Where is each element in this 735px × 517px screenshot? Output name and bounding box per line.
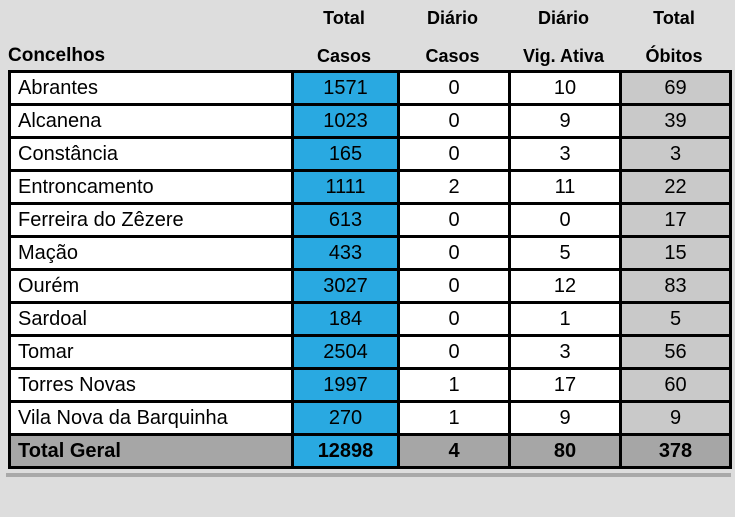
total-casos-cell: 1111 xyxy=(291,169,400,205)
concelho-cell: Ferreira do Zêzere xyxy=(8,202,294,238)
total-casos-cell: 1023 xyxy=(291,103,400,139)
total-obitos-cell: 22 xyxy=(619,169,732,205)
header-line2: Vig. Ativa xyxy=(522,46,605,67)
table-row: Vila Nova da Barquinha 270 1 9 9 xyxy=(8,400,732,436)
diario-vig-ativa-cell: 3 xyxy=(508,136,622,172)
table-row: Entroncamento 1111 2 11 22 xyxy=(8,169,732,205)
table-row: Ferreira do Zêzere 613 0 0 17 xyxy=(8,202,732,238)
total-obitos-cell: 17 xyxy=(619,202,732,238)
total-obitos-cell: 83 xyxy=(619,268,732,304)
diario-vig-ativa-sum-cell: 80 xyxy=(508,433,622,469)
diario-casos-cell: 1 xyxy=(397,367,511,403)
diario-casos-cell: 2 xyxy=(397,169,511,205)
concelho-cell: Vila Nova da Barquinha xyxy=(8,400,294,436)
header-col-total-casos: Total Casos xyxy=(291,8,397,70)
concelho-cell: Entroncamento xyxy=(8,169,294,205)
header-line1: Total xyxy=(323,8,365,28)
table-row: Sardoal 184 0 1 5 xyxy=(8,301,732,337)
concelho-cell: Mação xyxy=(8,235,294,271)
table-row: Abrantes 1571 0 10 69 xyxy=(8,70,732,106)
concelho-cell: Tomar xyxy=(8,334,294,370)
diario-vig-ativa-cell: 3 xyxy=(508,334,622,370)
concelho-cell: Alcanena xyxy=(8,103,294,139)
total-obitos-cell: 39 xyxy=(619,103,732,139)
total-casos-cell: 184 xyxy=(291,301,400,337)
table-row: Mação 433 0 5 15 xyxy=(8,235,732,271)
total-casos-sum-cell: 12898 xyxy=(291,433,400,469)
header-line2: Casos xyxy=(316,46,372,67)
total-obitos-cell: 69 xyxy=(619,70,732,106)
concelho-cell: Abrantes xyxy=(8,70,294,106)
diario-casos-cell: 0 xyxy=(397,70,511,106)
total-casos-cell: 270 xyxy=(291,400,400,436)
diario-vig-ativa-cell: 1 xyxy=(508,301,622,337)
header-line2: Concelhos xyxy=(8,45,106,67)
concelho-cell: Sardoal xyxy=(8,301,294,337)
total-obitos-cell: 9 xyxy=(619,400,732,436)
total-row: Total Geral 12898 4 80 378 xyxy=(8,433,732,469)
total-obitos-cell: 15 xyxy=(619,235,732,271)
header-col-diario-casos: Diário Casos xyxy=(397,8,508,70)
total-casos-cell: 2504 xyxy=(291,334,400,370)
concelho-cell: Constância xyxy=(8,136,294,172)
table-header: Concelhos Total Casos Diário Casos Diári… xyxy=(0,0,735,70)
diario-casos-cell: 0 xyxy=(397,103,511,139)
bottom-edge-shadow xyxy=(6,473,731,477)
total-casos-cell: 1571 xyxy=(291,70,400,106)
header-line1: Diário xyxy=(426,8,478,28)
diario-vig-ativa-cell: 9 xyxy=(508,103,622,139)
diario-casos-cell: 1 xyxy=(397,400,511,436)
diario-vig-ativa-cell: 11 xyxy=(508,169,622,205)
table-row: Tomar 2504 0 3 56 xyxy=(8,334,732,370)
total-obitos-sum-cell: 378 xyxy=(619,433,732,469)
diario-casos-cell: 0 xyxy=(397,301,511,337)
total-obitos-cell: 5 xyxy=(619,301,732,337)
diario-casos-cell: 0 xyxy=(397,136,511,172)
diario-vig-ativa-cell: 10 xyxy=(508,70,622,106)
table-row: Constância 165 0 3 3 xyxy=(8,136,732,172)
concelho-cell: Torres Novas xyxy=(8,367,294,403)
diario-casos-cell: 0 xyxy=(397,235,511,271)
header-line2: Casos xyxy=(425,46,480,67)
concelhos-table: Abrantes 1571 0 10 69 Alcanena 1023 0 9 … xyxy=(8,70,732,469)
header-col-diario-vig-ativa: Diário Vig. Ativa xyxy=(508,8,619,70)
table-row: Torres Novas 1997 1 17 60 xyxy=(8,367,732,403)
diario-vig-ativa-cell: 17 xyxy=(508,367,622,403)
total-casos-cell: 3027 xyxy=(291,268,400,304)
total-casos-cell: 433 xyxy=(291,235,400,271)
header-line1: Total xyxy=(653,8,695,28)
total-obitos-cell: 60 xyxy=(619,367,732,403)
diario-vig-ativa-cell: 9 xyxy=(508,400,622,436)
concelho-cell: Ourém xyxy=(8,268,294,304)
total-casos-cell: 1997 xyxy=(291,367,400,403)
total-casos-cell: 613 xyxy=(291,202,400,238)
total-obitos-cell: 3 xyxy=(619,136,732,172)
diario-casos-cell: 0 xyxy=(397,202,511,238)
diario-vig-ativa-cell: 0 xyxy=(508,202,622,238)
diario-casos-cell: 0 xyxy=(397,334,511,370)
diario-casos-cell: 0 xyxy=(397,268,511,304)
table-row: Alcanena 1023 0 9 39 xyxy=(8,103,732,139)
diario-casos-sum-cell: 4 xyxy=(397,433,511,469)
header-col-total-obitos: Total Óbitos xyxy=(619,8,729,70)
diario-vig-ativa-cell: 12 xyxy=(508,268,622,304)
total-obitos-cell: 56 xyxy=(619,334,732,370)
header-line2: Óbitos xyxy=(645,46,703,67)
header-line1: Diário xyxy=(537,8,589,28)
total-label-cell: Total Geral xyxy=(8,433,294,469)
diario-vig-ativa-cell: 5 xyxy=(508,235,622,271)
table-row: Ourém 3027 0 12 83 xyxy=(8,268,732,304)
total-casos-cell: 165 xyxy=(291,136,400,172)
header-col-concelhos: Concelhos xyxy=(8,8,291,70)
